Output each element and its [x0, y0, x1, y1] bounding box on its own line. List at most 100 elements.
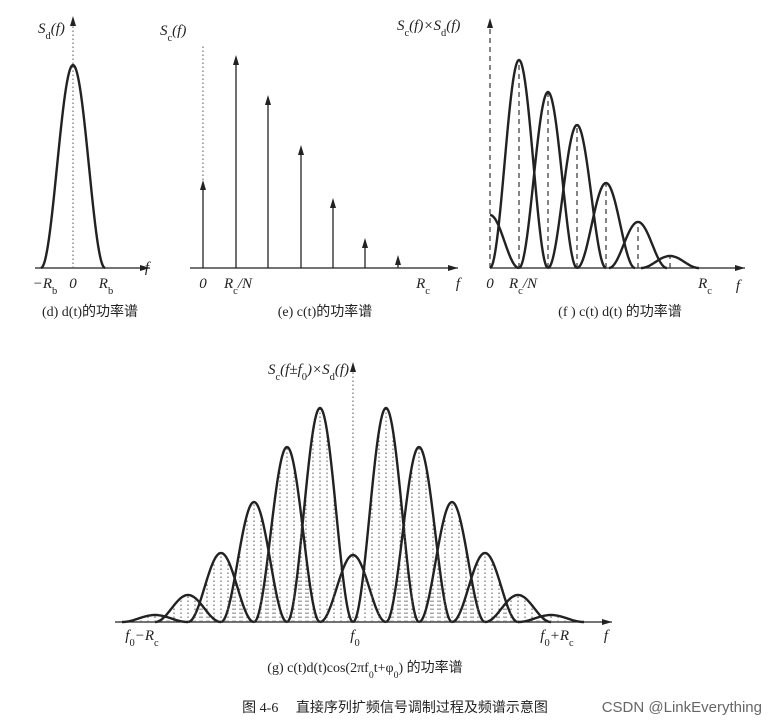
- spectrum-lobe: [154, 593, 222, 624]
- arrow-head: [487, 18, 493, 28]
- spectrum-lobe: [576, 181, 636, 270]
- text-part: c: [405, 28, 410, 39]
- text-part: S: [397, 18, 405, 34]
- text-part: R: [415, 276, 425, 292]
- arrow-head: [448, 265, 458, 271]
- arrow-head: [265, 95, 271, 105]
- arrow-head: [298, 145, 304, 155]
- text-part: −R: [135, 628, 154, 644]
- x-tick-label: −Rb: [33, 276, 58, 297]
- text-part: )×S: [306, 362, 330, 378]
- spectrum-lobe: [451, 551, 519, 624]
- text-part: d: [441, 28, 447, 39]
- spectrum-lobe: [122, 613, 188, 624]
- spectrum-lobe: [518, 613, 584, 624]
- x-tick-label: Rc/N: [223, 276, 253, 297]
- arrow-head: [330, 198, 336, 208]
- text-part: (f): [172, 23, 186, 39]
- x-tick-label: 0: [69, 276, 77, 292]
- spectrum-lobe: [418, 500, 486, 624]
- x-tick-label: 0: [199, 276, 207, 292]
- text-part: d: [330, 372, 336, 383]
- text-part: t+φ: [374, 661, 394, 676]
- arrow-head: [70, 16, 76, 26]
- text-part: −R: [33, 276, 52, 292]
- figure-caption: 图 4-6 直接序列扩频信号调制过程及频谱示意图: [242, 699, 548, 716]
- text-part: +R: [550, 628, 569, 644]
- x-tick-label: 0: [486, 276, 494, 292]
- text-part: R: [98, 276, 108, 292]
- text-part: 0: [369, 670, 374, 681]
- text-part: c: [425, 286, 430, 297]
- text-part: 0: [129, 638, 134, 649]
- spectrum-lobe: [385, 445, 453, 624]
- text-part: S: [268, 362, 276, 378]
- arrow-head: [200, 180, 206, 190]
- text-part: c: [707, 286, 712, 297]
- text-part: 0: [302, 372, 307, 383]
- text-part: (f)×S: [409, 18, 441, 34]
- text-part: ) 的功率谱: [399, 659, 463, 676]
- x-tick-label: Rc: [415, 276, 430, 297]
- spectrum-lobe: [518, 90, 578, 270]
- text-part: c: [276, 372, 281, 383]
- text-part: d: [46, 31, 52, 42]
- spectrum-lobe: [319, 553, 387, 624]
- x-tick-label: Rb: [98, 276, 113, 297]
- text-part: (g) c(t)d(t)cos(2πf: [267, 661, 369, 676]
- x-axis-label: f: [456, 276, 462, 292]
- text-part: 0: [354, 638, 359, 649]
- text-part: 0: [394, 670, 399, 681]
- x-tick-label: f0−Rc: [125, 628, 159, 649]
- arrow-head: [140, 265, 150, 271]
- text-part: c: [569, 638, 574, 649]
- x-tick-label: f0+Rc: [540, 628, 574, 649]
- watermark: CSDN @LinkEverything: [602, 699, 762, 716]
- text-part: c: [168, 33, 173, 44]
- spectrum-lobe: [641, 254, 699, 270]
- text-part: (f): [51, 21, 65, 37]
- text-part: S: [38, 21, 46, 37]
- caption: (g) c(t)d(t)cos(2πf0t+φ0) 的功率谱: [267, 659, 462, 681]
- text-part: c: [233, 286, 238, 297]
- x-axis-label: f: [145, 260, 151, 276]
- y-label: Sc(f): [160, 23, 186, 44]
- text-part: /N: [237, 276, 253, 292]
- spectrum-lobe: [40, 63, 106, 270]
- spectrum-lobe: [286, 406, 354, 624]
- text-part: c: [518, 286, 523, 297]
- caption: (d) d(t)的功率谱: [42, 303, 138, 320]
- text-part: R: [508, 276, 518, 292]
- text-part: 0: [544, 638, 549, 649]
- x-tick-label: Rc: [697, 276, 712, 297]
- text-part: R: [697, 276, 707, 292]
- text-part: S: [160, 23, 168, 39]
- y-label: Sd(f): [38, 21, 65, 42]
- text-part: b: [108, 286, 113, 297]
- spectrum-lobe: [489, 213, 520, 270]
- x-axis-label: f: [736, 278, 742, 294]
- arrow-head: [362, 238, 368, 248]
- spectrum-lobe: [547, 123, 607, 270]
- arrow-head: [602, 619, 612, 625]
- text-part: (f±f: [280, 362, 303, 378]
- text-part: (f): [446, 18, 460, 34]
- spectrum-lobe: [608, 220, 668, 270]
- text-part: f: [125, 628, 131, 644]
- x-tick-label: f0: [350, 628, 359, 649]
- text-part: R: [223, 276, 233, 292]
- spectrum-lobe: [489, 58, 549, 270]
- spectrum-lobe: [253, 445, 321, 624]
- text-part: f: [540, 628, 546, 644]
- arrow-head: [735, 265, 745, 271]
- arrow-head: [233, 55, 239, 65]
- spectrum-lobe: [484, 593, 552, 624]
- spectrum-lobe: [187, 551, 255, 624]
- caption: (f ) c(t) d(t) 的功率谱: [558, 303, 682, 320]
- text-part: c: [154, 638, 159, 649]
- text-part: /N: [522, 276, 538, 292]
- y-label: Sc(f)×Sd(f): [397, 18, 460, 39]
- spectrum-lobe: [352, 406, 420, 624]
- text-part: b: [52, 286, 57, 297]
